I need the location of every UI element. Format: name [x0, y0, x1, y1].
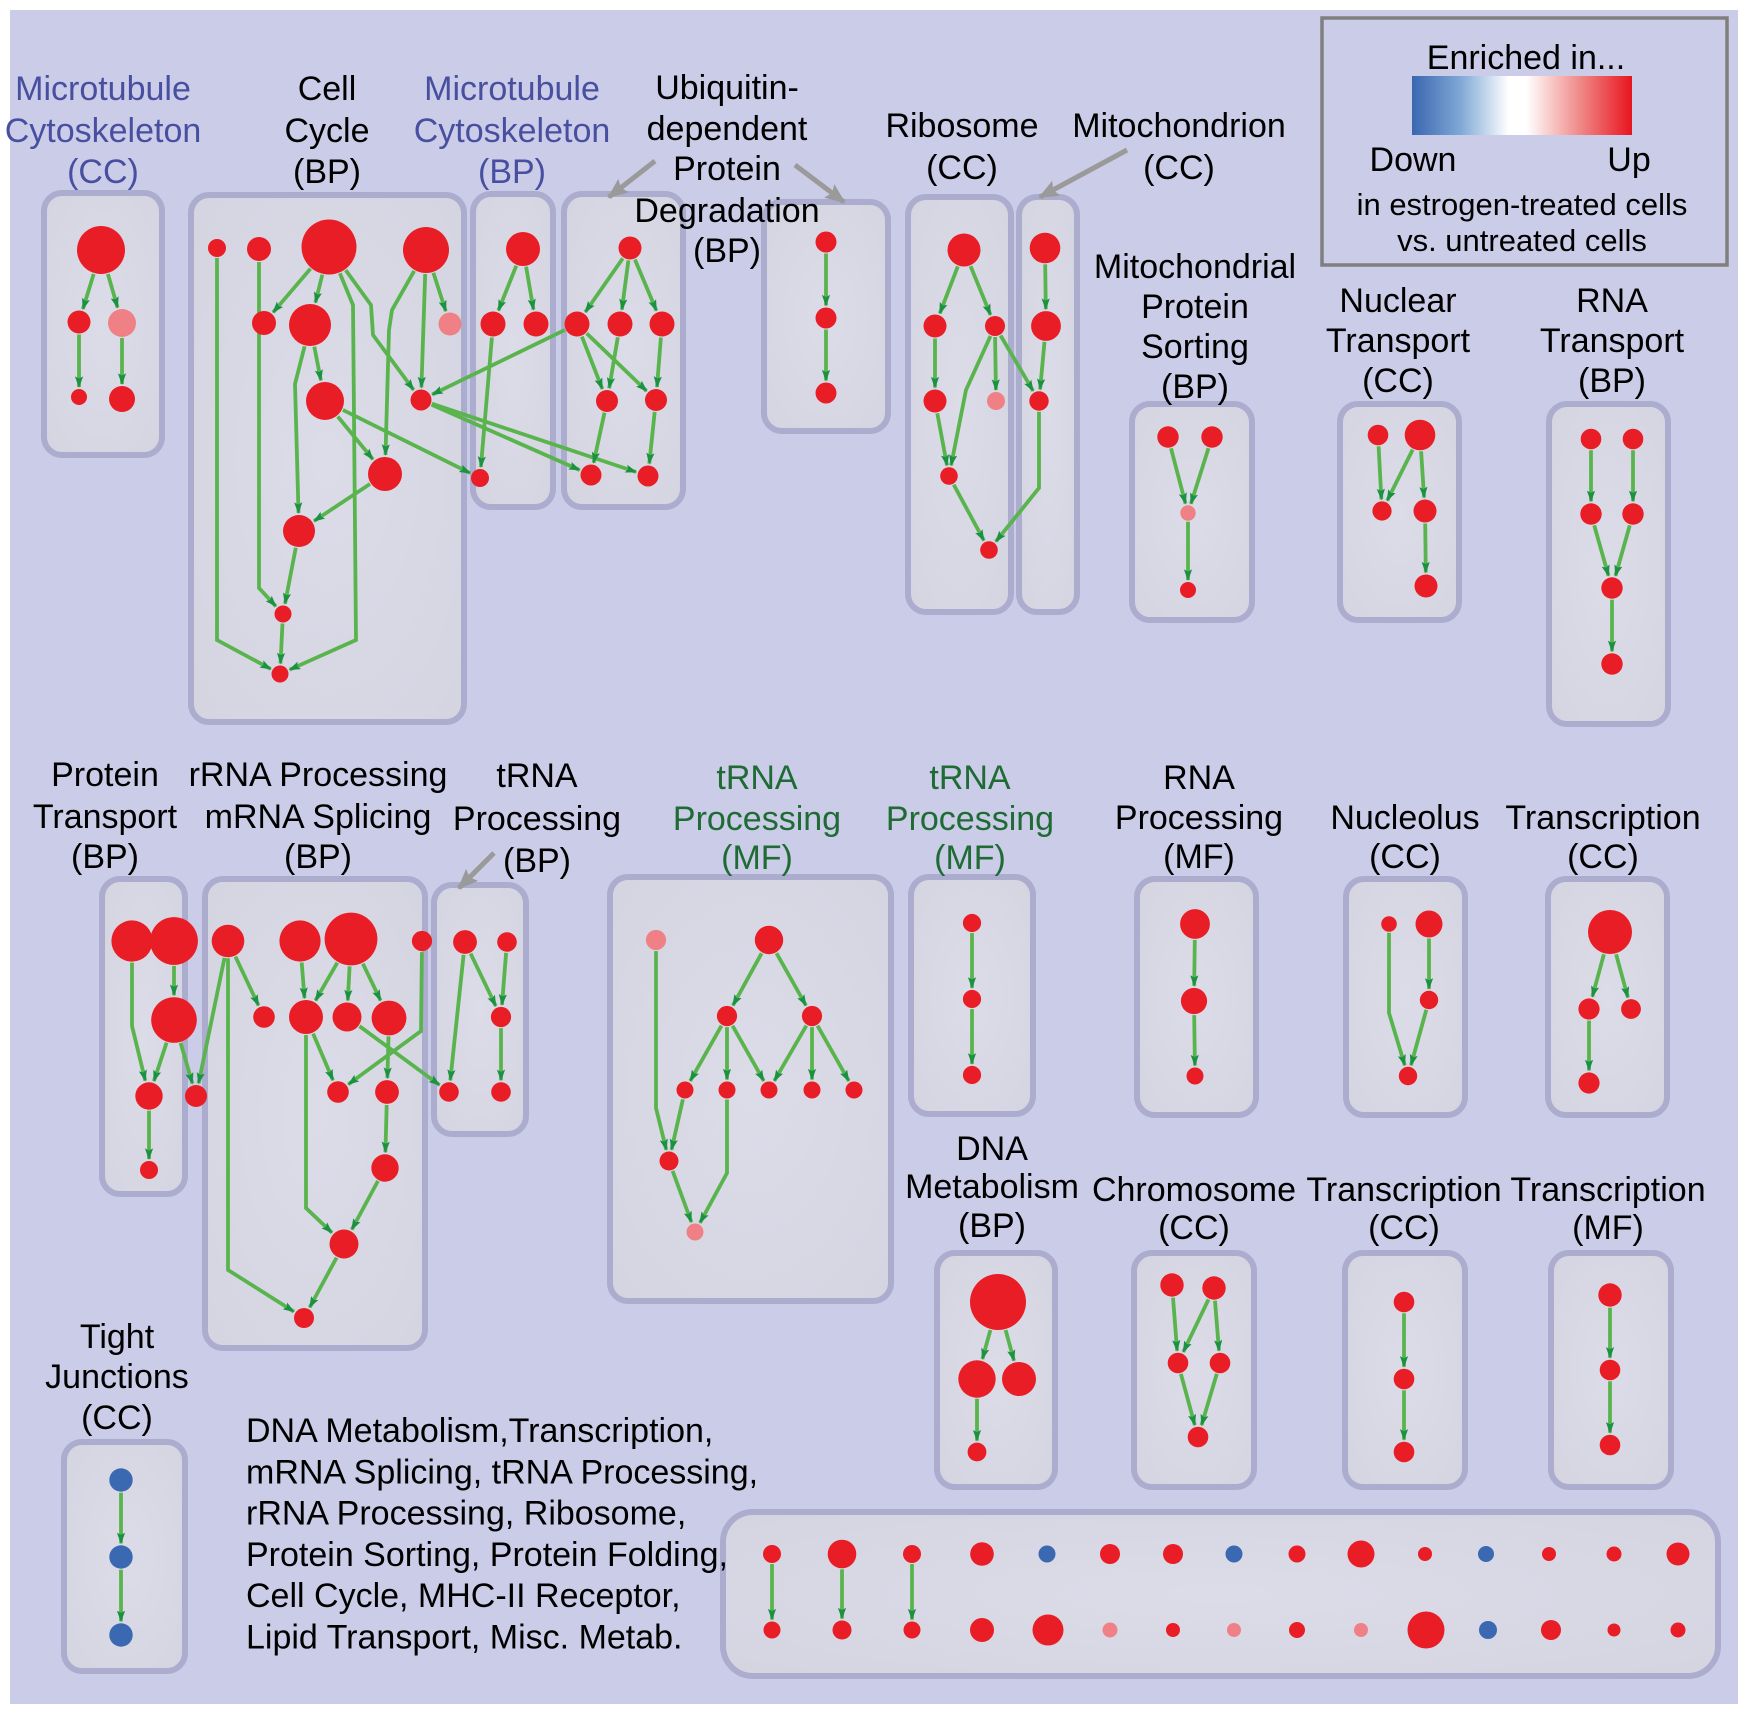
svg-text:mRNA Splicing: mRNA Splicing — [205, 798, 432, 836]
svg-text:(BP): (BP) — [1161, 368, 1229, 406]
svg-text:(BP): (BP) — [284, 838, 352, 876]
svg-text:(MF): (MF) — [934, 839, 1006, 877]
svg-text:Sorting: Sorting — [1141, 328, 1249, 366]
svg-text:(MF): (MF) — [1163, 838, 1235, 876]
svg-text:Nucleolus: Nucleolus — [1330, 799, 1479, 837]
svg-text:dependent: dependent — [647, 110, 808, 148]
svg-text:(CC): (CC) — [926, 149, 998, 187]
svg-text:Processing: Processing — [1115, 799, 1283, 837]
svg-text:(CC): (CC) — [1158, 1209, 1230, 1247]
svg-text:Cytoskeleton: Cytoskeleton — [5, 112, 202, 150]
svg-text:DNA: DNA — [956, 1130, 1028, 1168]
svg-text:(BP): (BP) — [1578, 362, 1646, 400]
svg-text:Enriched in...: Enriched in... — [1427, 39, 1625, 77]
svg-text:Transport: Transport — [1326, 322, 1471, 360]
svg-text:Transport: Transport — [33, 798, 178, 836]
svg-text:Degradation: Degradation — [634, 192, 819, 230]
svg-text:Microtubule: Microtubule — [424, 70, 600, 108]
svg-text:in estrogen-treated cells: in estrogen-treated cells — [1357, 187, 1688, 222]
svg-text:rRNA Processing, Ribosome,: rRNA Processing, Ribosome, — [246, 1495, 686, 1533]
svg-text:Up: Up — [1607, 141, 1650, 179]
svg-text:RNA: RNA — [1576, 282, 1648, 320]
svg-text:Protein: Protein — [1141, 288, 1249, 326]
svg-text:Lipid Transport, Misc. Metab.: Lipid Transport, Misc. Metab. — [246, 1619, 683, 1657]
svg-text:DNA Metabolism,Transcription,: DNA Metabolism,Transcription, — [246, 1412, 713, 1450]
svg-text:mRNA Splicing, tRNA Processing: mRNA Splicing, tRNA Processing, — [246, 1453, 758, 1491]
svg-text:Processing: Processing — [673, 800, 841, 838]
svg-text:vs. untreated cells: vs. untreated cells — [1397, 223, 1647, 258]
svg-text:Processing: Processing — [886, 800, 1054, 838]
svg-text:Microtubule: Microtubule — [15, 70, 191, 108]
svg-text:(BP): (BP) — [478, 153, 546, 191]
svg-text:Junctions: Junctions — [45, 1358, 189, 1396]
svg-text:tRNA: tRNA — [496, 757, 578, 795]
svg-text:Mitochondrial: Mitochondrial — [1094, 248, 1296, 286]
svg-text:Transcription: Transcription — [1505, 799, 1700, 837]
svg-text:(CC): (CC) — [1143, 149, 1215, 187]
svg-text:Protein: Protein — [51, 756, 159, 794]
svg-text:Mitochondrion: Mitochondrion — [1072, 107, 1286, 145]
svg-text:rRNA Processing: rRNA Processing — [189, 756, 448, 794]
svg-text:(BP): (BP) — [958, 1207, 1026, 1245]
svg-text:(CC): (CC) — [1369, 838, 1441, 876]
svg-text:(CC): (CC) — [81, 1399, 153, 1437]
svg-text:Protein: Protein — [673, 150, 781, 188]
svg-text:Protein Sorting, Protein Foldi: Protein Sorting, Protein Folding, — [246, 1536, 728, 1574]
svg-text:Chromosome: Chromosome — [1092, 1171, 1296, 1209]
svg-text:Cell: Cell — [298, 70, 357, 108]
svg-text:(CC): (CC) — [1362, 362, 1434, 400]
svg-text:(CC): (CC) — [67, 153, 139, 191]
svg-text:Tight: Tight — [80, 1318, 155, 1356]
svg-text:Transport: Transport — [1540, 322, 1685, 360]
svg-text:Processing: Processing — [453, 800, 621, 838]
svg-text:(MF): (MF) — [721, 839, 793, 877]
svg-text:Cell Cycle, MHC-II Receptor,: Cell Cycle, MHC-II Receptor, — [246, 1577, 681, 1615]
svg-text:RNA: RNA — [1163, 759, 1235, 797]
svg-text:(CC): (CC) — [1567, 838, 1639, 876]
svg-text:(MF): (MF) — [1572, 1209, 1644, 1247]
svg-text:Cycle: Cycle — [284, 112, 369, 150]
svg-text:tRNA: tRNA — [716, 759, 798, 797]
svg-text:Transcription: Transcription — [1510, 1171, 1705, 1209]
svg-text:Transcription: Transcription — [1306, 1171, 1501, 1209]
svg-text:tRNA: tRNA — [929, 759, 1011, 797]
svg-text:(CC): (CC) — [1368, 1209, 1440, 1247]
svg-text:Ubiquitin-: Ubiquitin- — [655, 69, 799, 107]
svg-text:(BP): (BP) — [503, 842, 571, 880]
svg-text:Cytoskeleton: Cytoskeleton — [414, 112, 611, 150]
svg-text:Metabolism: Metabolism — [905, 1168, 1079, 1206]
svg-text:(BP): (BP) — [693, 232, 761, 270]
svg-text:Down: Down — [1370, 141, 1457, 179]
svg-text:Nuclear: Nuclear — [1339, 282, 1456, 320]
svg-text:(BP): (BP) — [293, 153, 361, 191]
svg-text:Ribosome: Ribosome — [885, 107, 1038, 145]
svg-text:(BP): (BP) — [71, 838, 139, 876]
